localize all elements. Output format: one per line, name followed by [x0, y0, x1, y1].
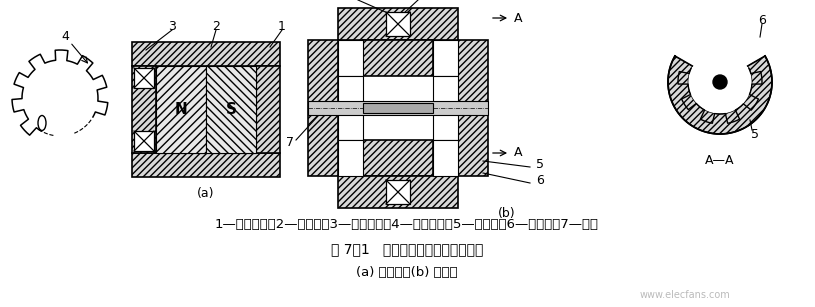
Bar — [433, 40, 458, 76]
Text: (a) 开磁路；(b) 闭磁路: (a) 开磁路；(b) 闭磁路 — [356, 266, 458, 278]
Bar — [132, 42, 280, 66]
Text: S: S — [226, 103, 236, 118]
Bar — [308, 40, 338, 176]
Bar — [338, 140, 363, 176]
Text: 3: 3 — [354, 0, 362, 2]
Wedge shape — [668, 56, 772, 134]
Bar — [458, 40, 488, 176]
Bar — [386, 12, 410, 36]
Bar — [338, 40, 363, 76]
Bar — [256, 66, 280, 153]
Bar — [363, 40, 433, 76]
Bar — [338, 76, 363, 140]
Text: (b): (b) — [498, 207, 516, 220]
Bar — [156, 66, 256, 153]
Bar — [206, 66, 256, 153]
Text: A—A: A—A — [705, 154, 735, 166]
Text: 1: 1 — [414, 0, 422, 2]
Text: 1—永久磁铁；2—软磁铁；3—感应线圈；4—测量齿轮；5—内齿轮；6—外齿轮；7—转轴: 1—永久磁铁；2—软磁铁；3—感应线圈；4—测量齿轮；5—内齿轮；6—外齿轮；7… — [215, 217, 599, 231]
Bar — [338, 176, 458, 208]
Text: www.elecfans.com: www.elecfans.com — [640, 290, 731, 300]
Bar — [363, 76, 433, 140]
Text: 3: 3 — [168, 20, 176, 33]
Text: 7: 7 — [286, 137, 294, 150]
Text: N: N — [174, 103, 187, 118]
Bar — [134, 68, 154, 88]
Bar — [433, 140, 458, 176]
Bar — [134, 131, 154, 151]
Text: 6: 6 — [758, 14, 766, 26]
Text: A: A — [514, 11, 522, 25]
Text: 5: 5 — [536, 158, 544, 172]
Text: 1: 1 — [278, 20, 286, 33]
Bar — [363, 103, 433, 113]
Bar — [338, 8, 458, 40]
Bar — [308, 101, 488, 115]
Text: (a): (a) — [197, 186, 214, 200]
Text: 图 7－1   变磁通式磁电传感器结构图: 图 7－1 变磁通式磁电传感器结构图 — [331, 242, 483, 256]
Bar — [433, 76, 458, 140]
Text: 4: 4 — [61, 29, 69, 42]
Bar — [132, 66, 156, 153]
Bar — [132, 153, 280, 177]
Circle shape — [713, 75, 727, 89]
Text: 6: 6 — [536, 174, 544, 188]
Bar — [363, 140, 433, 176]
Bar — [156, 66, 206, 153]
Text: 5: 5 — [751, 127, 759, 141]
Text: 2: 2 — [212, 20, 220, 33]
Text: A: A — [514, 146, 522, 160]
Ellipse shape — [38, 115, 46, 130]
Bar — [386, 180, 410, 204]
